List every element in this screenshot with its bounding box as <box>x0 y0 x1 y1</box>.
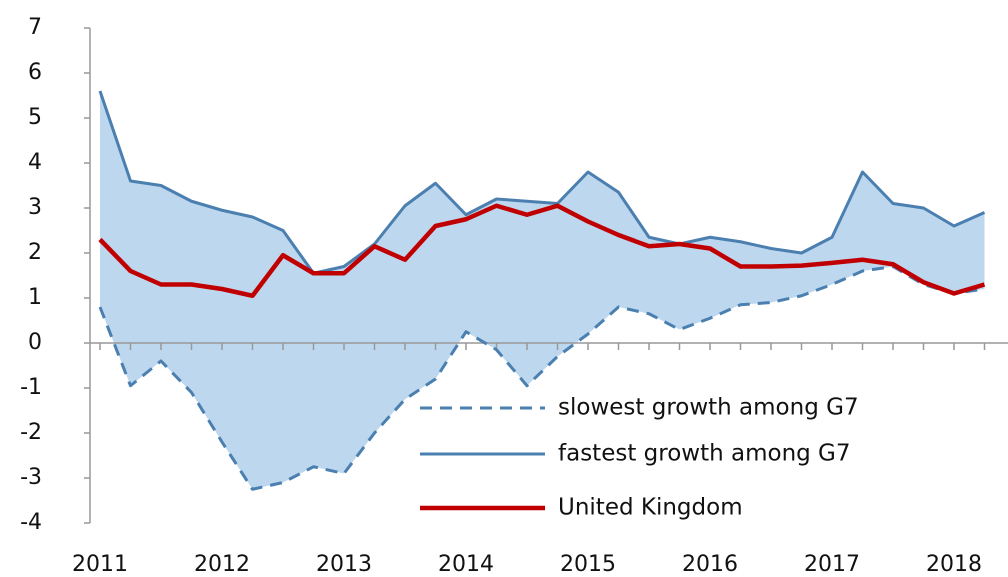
x-tick-label: 2011 <box>72 552 128 577</box>
legend-label: slowest growth among G7 <box>558 395 859 421</box>
x-tick-label: 2013 <box>316 552 372 577</box>
x-tick-label: 2012 <box>194 552 250 577</box>
x-tick-label: 2014 <box>438 552 494 577</box>
y-tick-label: -1 <box>20 375 42 400</box>
y-tick-label: 5 <box>28 105 42 130</box>
range-band <box>100 91 985 490</box>
y-tick-label: -3 <box>20 465 42 490</box>
x-tick-label: 2018 <box>926 552 982 577</box>
x-tick-label: 2017 <box>804 552 860 577</box>
y-tick-label: 1 <box>28 285 42 310</box>
x-tick-label: 2016 <box>682 552 738 577</box>
y-tick-label: -4 <box>20 510 42 535</box>
legend-label: fastest growth among G7 <box>558 441 851 467</box>
series-line <box>98 90 986 275</box>
y-tick-label: 3 <box>28 195 42 220</box>
y-tick-label: 2 <box>28 240 42 265</box>
y-tick-label: 0 <box>28 330 42 355</box>
series-line <box>98 203 986 298</box>
series-line <box>98 265 985 491</box>
y-tick-label: -2 <box>20 420 42 445</box>
y-tick-label: 6 <box>28 60 42 85</box>
y-tick-label: 4 <box>28 150 42 175</box>
legend-label: United Kingdom <box>558 495 743 521</box>
x-tick-label: 2015 <box>560 552 616 577</box>
y-tick-label: 7 <box>28 15 42 40</box>
